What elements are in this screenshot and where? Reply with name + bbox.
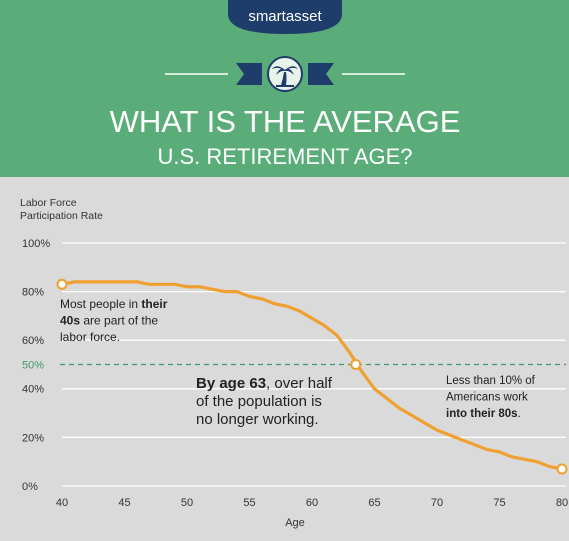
y-tick-label: 20% [22,432,44,444]
y-tick-label: 40% [22,384,44,396]
line-series [61,280,563,471]
annotation: Less than 10% of [446,375,536,387]
highlight-point [556,463,568,475]
x-tick-label: 65 [368,497,380,509]
x-tick-label: 75 [493,497,505,509]
annotation-text: their [141,297,167,311]
annotation-text: into their 80s [446,408,518,420]
annotation-text: . [518,408,521,420]
palm-icon [272,66,298,87]
annotation-text: labor force. [60,330,120,344]
annotation: no longer working. [196,411,319,428]
x-axis-label: Age [285,517,305,529]
annotation: labor force. [60,330,120,344]
annotation-text: Americans work [446,392,528,404]
x-tick-label: 70 [431,497,443,509]
highlight-point [56,278,68,290]
annotation: of the population is [196,393,322,410]
title-line: U.S. RETIREMENT AGE? [157,144,412,169]
annotation-text: no longer working. [196,411,319,428]
annotation-text: , over half [266,375,333,392]
y-tick-label: 0% [22,481,38,493]
highlight-point [350,359,362,370]
reference-label: 50% [22,359,44,371]
x-tick-label: 60 [306,497,318,509]
x-tick-label: 50 [181,497,193,509]
annotation-text: are part of the [80,314,158,328]
annotation: Most people in their [60,297,168,311]
annotation: Americans work [446,392,528,404]
y-tick-label: 100% [22,238,50,250]
y-axis-label: Participation Rate [20,210,103,222]
annotation-text: 40s [60,314,80,328]
annotation-text: Less than 10% of [446,375,536,387]
x-tick-label: 55 [243,497,255,509]
title-line: WHAT IS THE AVERAGE [110,104,461,139]
annotation-text: of the population is [196,393,322,410]
y-tick-label: 80% [22,287,44,299]
y-tick-label: 60% [22,335,44,347]
x-tick-label: 40 [56,497,68,509]
logo-badge [228,0,342,34]
annotation: 40s are part of the [60,314,158,328]
x-tick-label: 45 [118,497,130,509]
ribbon [236,63,262,85]
x-tick-label: 80 [556,497,568,509]
ribbon [308,63,334,85]
annotation: into their 80s. [446,408,521,420]
annotation-text: By age 63 [196,375,266,392]
chart-bg [0,177,569,541]
logo: smartasset [248,8,322,25]
annotation: By age 63, over half [196,375,333,392]
y-axis-label: Labor Force [20,197,77,209]
annotation-text: Most people in [60,297,141,311]
